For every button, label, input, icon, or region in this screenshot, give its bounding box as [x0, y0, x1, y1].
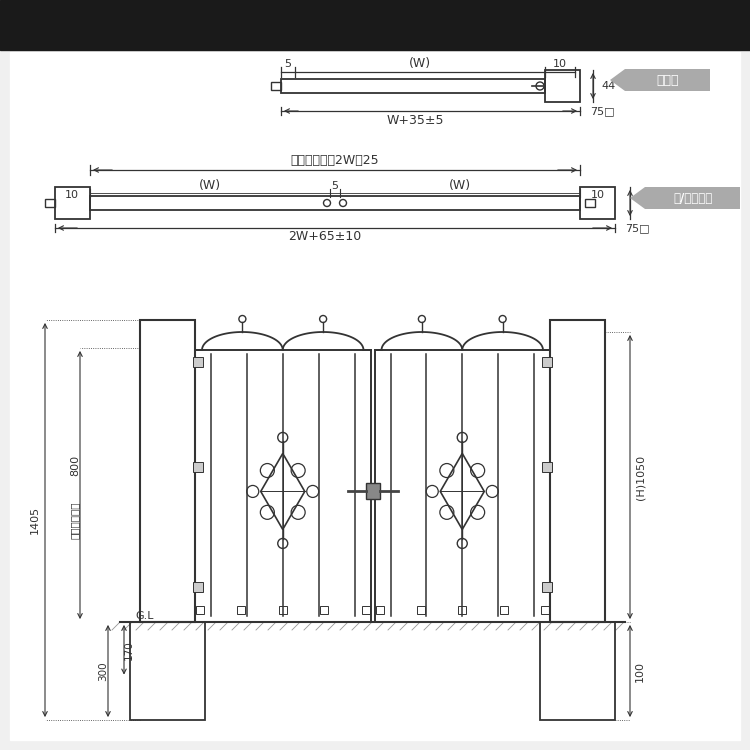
Bar: [281, 79, 545, 93]
Text: 100: 100: [635, 661, 645, 682]
Text: ヒジツボ位置: ヒジツボ位置: [70, 501, 80, 538]
Text: 10: 10: [591, 190, 605, 200]
Text: (W): (W): [409, 58, 431, 70]
Text: 170: 170: [124, 640, 134, 660]
Bar: [585, 199, 595, 207]
Bar: [365, 484, 380, 500]
Bar: [542, 357, 552, 367]
Bar: [45, 199, 55, 207]
Bar: [417, 606, 424, 614]
Text: (W): (W): [199, 179, 221, 193]
Bar: [195, 350, 370, 622]
Text: 寸法図（単位mm）: 寸法図（単位mm）: [223, 11, 397, 39]
Bar: [196, 606, 204, 614]
Bar: [541, 606, 549, 614]
Bar: [374, 350, 550, 622]
Text: 10: 10: [65, 190, 79, 200]
Bar: [362, 606, 370, 614]
Text: G.L: G.L: [135, 611, 154, 621]
Bar: [500, 606, 508, 614]
Text: ※図は0610: ※図は0610: [565, 10, 616, 20]
Polygon shape: [630, 187, 740, 209]
Text: 1405: 1405: [30, 506, 40, 534]
Text: (H)1050: (H)1050: [635, 454, 645, 500]
Bar: [376, 606, 383, 614]
Bar: [193, 582, 203, 592]
Polygon shape: [610, 69, 710, 91]
Bar: [550, 320, 605, 622]
Text: 2W+65±10: 2W+65±10: [288, 230, 362, 244]
Text: 40: 40: [638, 198, 652, 208]
Text: 75□: 75□: [590, 106, 615, 116]
Text: 44: 44: [601, 81, 615, 91]
Text: 5: 5: [332, 181, 338, 191]
Text: 片開き: 片開き: [657, 74, 680, 86]
Bar: [237, 606, 245, 614]
Bar: [271, 82, 281, 90]
Text: 75□: 75□: [625, 223, 650, 233]
Text: 300: 300: [98, 662, 108, 681]
Text: 両/親子開き: 両/親子開き: [674, 191, 712, 205]
Text: 10: 10: [553, 59, 567, 69]
Bar: [542, 462, 552, 472]
Bar: [193, 357, 203, 367]
Bar: [320, 606, 328, 614]
Text: 共通参考姿図です: 共通参考姿図です: [565, 27, 618, 37]
Bar: [458, 606, 466, 614]
Text: ヒジツボ間隔2W＋25: ヒジツボ間隔2W＋25: [291, 154, 380, 166]
Bar: [193, 462, 203, 472]
Text: W+35±5: W+35±5: [387, 113, 444, 127]
Text: (W): (W): [449, 179, 471, 193]
Bar: [545, 70, 580, 102]
Bar: [542, 582, 552, 592]
Bar: [140, 320, 195, 622]
Bar: [90, 196, 580, 210]
Text: 5: 5: [284, 59, 292, 69]
Bar: [580, 187, 615, 219]
Bar: [279, 606, 286, 614]
Bar: [55, 187, 90, 219]
Bar: [130, 622, 205, 720]
Bar: [0, 0, 750, 50]
Bar: [540, 622, 615, 720]
Text: 800: 800: [70, 454, 80, 476]
